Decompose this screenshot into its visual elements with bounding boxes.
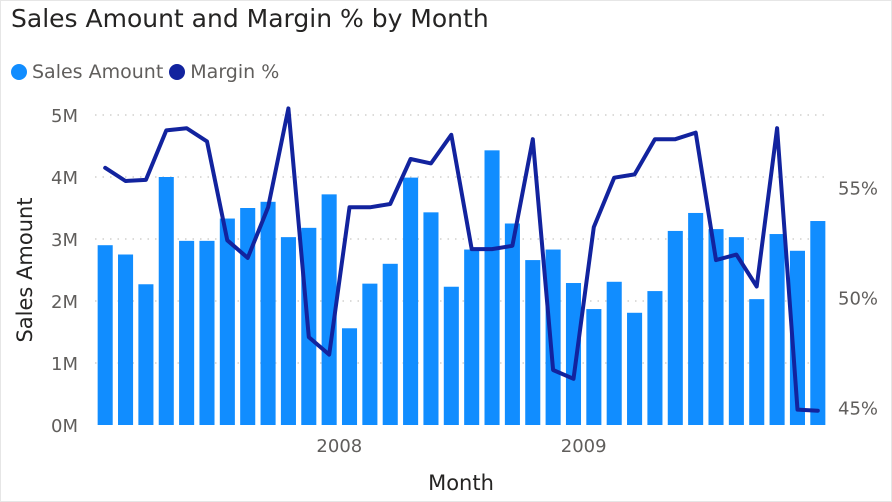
- y-tick-label: 4M: [51, 168, 78, 189]
- y-tick-label: 3M: [51, 230, 78, 251]
- y-tick-label: 1M: [51, 354, 78, 375]
- y-tick-label: 2M: [51, 292, 78, 313]
- sales-bar: [504, 223, 520, 425]
- sales-bar: [179, 240, 195, 425]
- legend-label-margin-percent: Margin %: [190, 61, 280, 83]
- x-tick-label: 2009: [561, 436, 607, 457]
- sales-bar: [362, 283, 378, 425]
- x-axis-title: Month: [428, 471, 494, 495]
- sales-bar: [280, 237, 296, 425]
- sales-bar: [138, 284, 154, 425]
- y-axis-title: Sales Amount: [13, 197, 37, 342]
- sales-bar: [199, 240, 215, 425]
- sales-bar: [321, 194, 337, 425]
- sales-bar: [708, 229, 724, 425]
- sales-bar: [545, 249, 561, 425]
- margin-percent-line: [103, 106, 820, 413]
- sales-bar: [158, 177, 174, 425]
- sales-bar: [341, 328, 358, 425]
- legend-item-sales-amount[interactable]: Sales Amount: [11, 61, 163, 83]
- sales-bar: [464, 249, 480, 425]
- sales-bar: [647, 291, 663, 425]
- sales-bar: [423, 212, 439, 425]
- chart-title: Sales Amount and Margin % by Month: [11, 4, 489, 33]
- sales-bar: [749, 299, 765, 425]
- y-tick-label: 5M: [51, 106, 78, 127]
- sales-bar: [240, 208, 256, 425]
- sales-bar: [627, 312, 643, 425]
- axes: 0M 1M 2M 3M 4M 5M 45% 50% 55% 2008 2009: [51, 106, 878, 457]
- y-tick-label: 0M: [51, 416, 78, 437]
- sales-bar: [443, 286, 459, 425]
- legend-marker-margin-percent: [169, 64, 186, 80]
- legend-item-margin-percent[interactable]: Margin %: [169, 61, 279, 83]
- chart-legend: Sales Amount Margin %: [11, 61, 285, 83]
- sales-bar: [260, 201, 276, 425]
- y2-tick-label: 55%: [838, 179, 878, 200]
- sales-bar: [382, 263, 398, 425]
- sales-bar: [525, 260, 541, 425]
- sales-bar: [606, 281, 622, 425]
- sales-bar: [97, 245, 113, 425]
- sales-bar: [728, 237, 744, 425]
- sales-bar: [403, 177, 419, 425]
- legend-label-sales-amount: Sales Amount: [32, 61, 164, 83]
- sales-bar: [688, 212, 704, 425]
- sales-bar: [769, 234, 785, 425]
- legend-marker-sales-amount: [11, 64, 27, 80]
- sales-bar: [565, 283, 582, 425]
- sales-amount-bars: [97, 150, 826, 425]
- sales-bar: [810, 221, 826, 425]
- sales-bar: [484, 150, 500, 425]
- y2-tick-label: 50%: [838, 288, 878, 309]
- y2-tick-label: 45%: [838, 398, 878, 419]
- sales-bar: [586, 309, 602, 425]
- sales-bar: [118, 254, 134, 425]
- sales-bar: [667, 230, 683, 425]
- margin-line-path: [103, 106, 820, 413]
- x-tick-label: 2008: [316, 436, 362, 457]
- sales-bar: [219, 218, 235, 425]
